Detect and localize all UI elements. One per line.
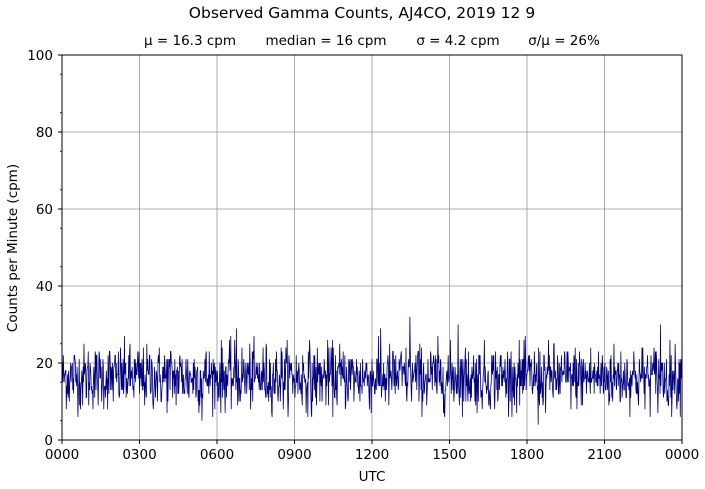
x-tick-label: 0000 — [45, 447, 79, 463]
x-tick-label: 1200 — [355, 447, 389, 463]
stat-sigma: σ = 4.2 cpm — [416, 33, 499, 49]
stat-mean: μ = 16.3 cpm — [144, 33, 236, 49]
y-tick-label: 20 — [36, 356, 53, 372]
x-tick-label: 2100 — [587, 447, 621, 463]
grid-lines — [62, 55, 682, 440]
x-tick-label: 0600 — [200, 447, 234, 463]
stat-ratio: σ/μ = 26% — [528, 33, 600, 49]
gamma-series — [61, 316, 682, 425]
x-tick-label: 0300 — [122, 447, 156, 463]
x-tick-label: 1800 — [510, 447, 544, 463]
y-tick-label: 40 — [36, 279, 53, 295]
y-tick-label: 100 — [27, 48, 53, 64]
y-tick-label: 0 — [44, 433, 53, 449]
x-tick-label: 1500 — [432, 447, 466, 463]
y-axis-label: Counts per Minute (cpm) — [5, 164, 21, 332]
axis-ticks: 0000 0300 0600 0900 1200 1500 1800 2100 00000204… — [27, 48, 699, 463]
stat-median: median = 16 cpm — [265, 33, 386, 49]
stats-subtitle: μ = 16.3 cpm median = 16 cpm σ = 4.2 cpm… — [144, 33, 600, 49]
chart-title: Observed Gamma Counts, AJ4CO, 2019 12 9 — [189, 4, 535, 22]
x-tick-label: 0900 — [277, 447, 311, 463]
y-tick-label: 60 — [36, 202, 53, 218]
x-tick-label: 0000 — [665, 447, 699, 463]
y-tick-label: 80 — [36, 125, 53, 141]
x-axis-label: UTC — [359, 469, 386, 485]
gamma-count-line — [61, 316, 682, 425]
